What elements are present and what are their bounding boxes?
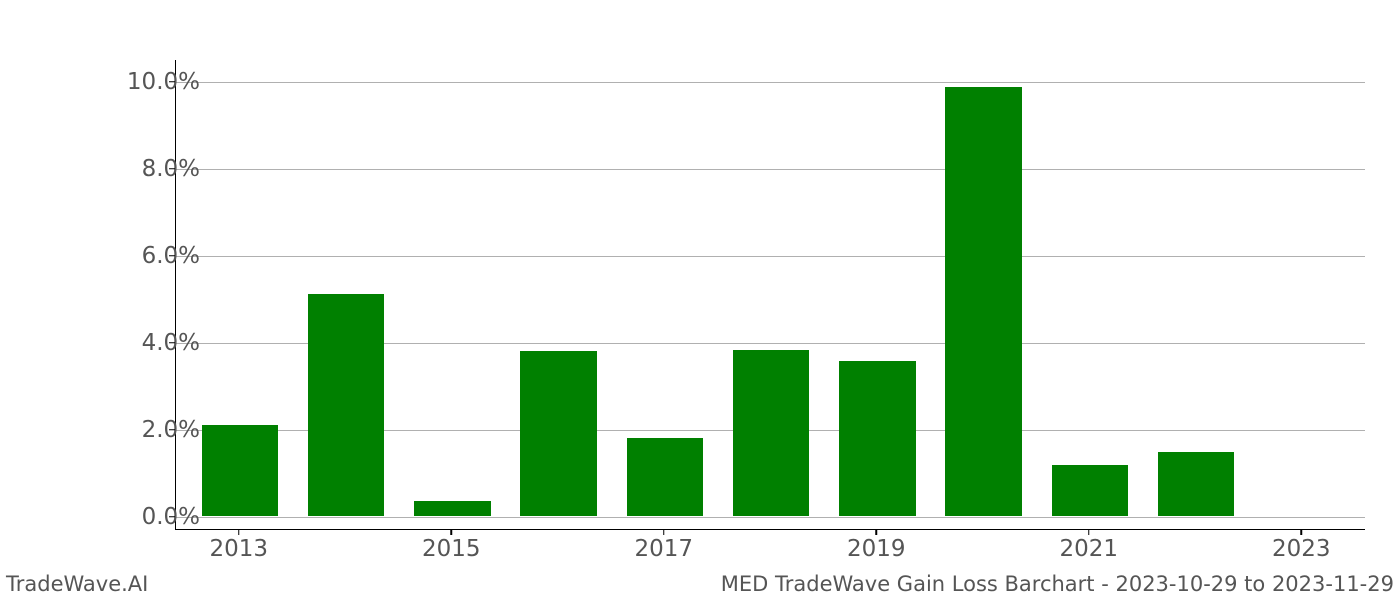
gridline — [176, 82, 1365, 83]
footer-right-text: MED TradeWave Gain Loss Barchart - 2023-… — [721, 572, 1394, 596]
y-axis-tick-mark — [169, 516, 175, 518]
y-axis-tick-label: 4.0% — [110, 330, 200, 356]
gridline — [176, 169, 1365, 170]
bar — [733, 350, 810, 516]
y-axis-tick-mark — [169, 429, 175, 431]
bar — [202, 425, 279, 516]
bar — [308, 294, 385, 516]
x-axis-tick-mark — [1301, 529, 1303, 535]
bar — [520, 351, 597, 516]
x-axis-tick-label: 2013 — [209, 536, 268, 562]
bar — [945, 87, 1022, 516]
y-axis-tick-mark — [169, 255, 175, 257]
bar — [414, 501, 491, 516]
x-axis-tick-label: 2023 — [1272, 536, 1331, 562]
x-axis-tick-mark — [238, 529, 240, 535]
x-axis-tick-label: 2021 — [1059, 536, 1118, 562]
y-axis-tick-mark — [169, 342, 175, 344]
gridline — [176, 256, 1365, 257]
x-axis-tick-mark — [1088, 529, 1090, 535]
y-axis-tick-mark — [169, 81, 175, 83]
y-axis-tick-mark — [169, 168, 175, 170]
x-axis-tick-mark — [663, 529, 665, 535]
footer-left-text: TradeWave.AI — [6, 572, 148, 596]
x-axis-tick-mark — [876, 529, 878, 535]
gridline — [176, 517, 1365, 518]
plot-area — [175, 60, 1365, 530]
bar — [627, 438, 704, 516]
y-axis-tick-label: 8.0% — [110, 156, 200, 182]
y-axis-tick-label: 0.0% — [110, 504, 200, 530]
chart-area — [175, 60, 1365, 530]
x-axis-tick-label: 2019 — [847, 536, 906, 562]
y-axis-tick-label: 6.0% — [110, 243, 200, 269]
bar — [1052, 465, 1129, 516]
bar — [839, 361, 916, 515]
y-axis-tick-label: 10.0% — [110, 69, 200, 95]
y-axis-tick-label: 2.0% — [110, 417, 200, 443]
x-axis-tick-label: 2017 — [634, 536, 693, 562]
x-axis-tick-label: 2015 — [422, 536, 481, 562]
bar — [1158, 452, 1235, 516]
x-axis-tick-mark — [451, 529, 453, 535]
